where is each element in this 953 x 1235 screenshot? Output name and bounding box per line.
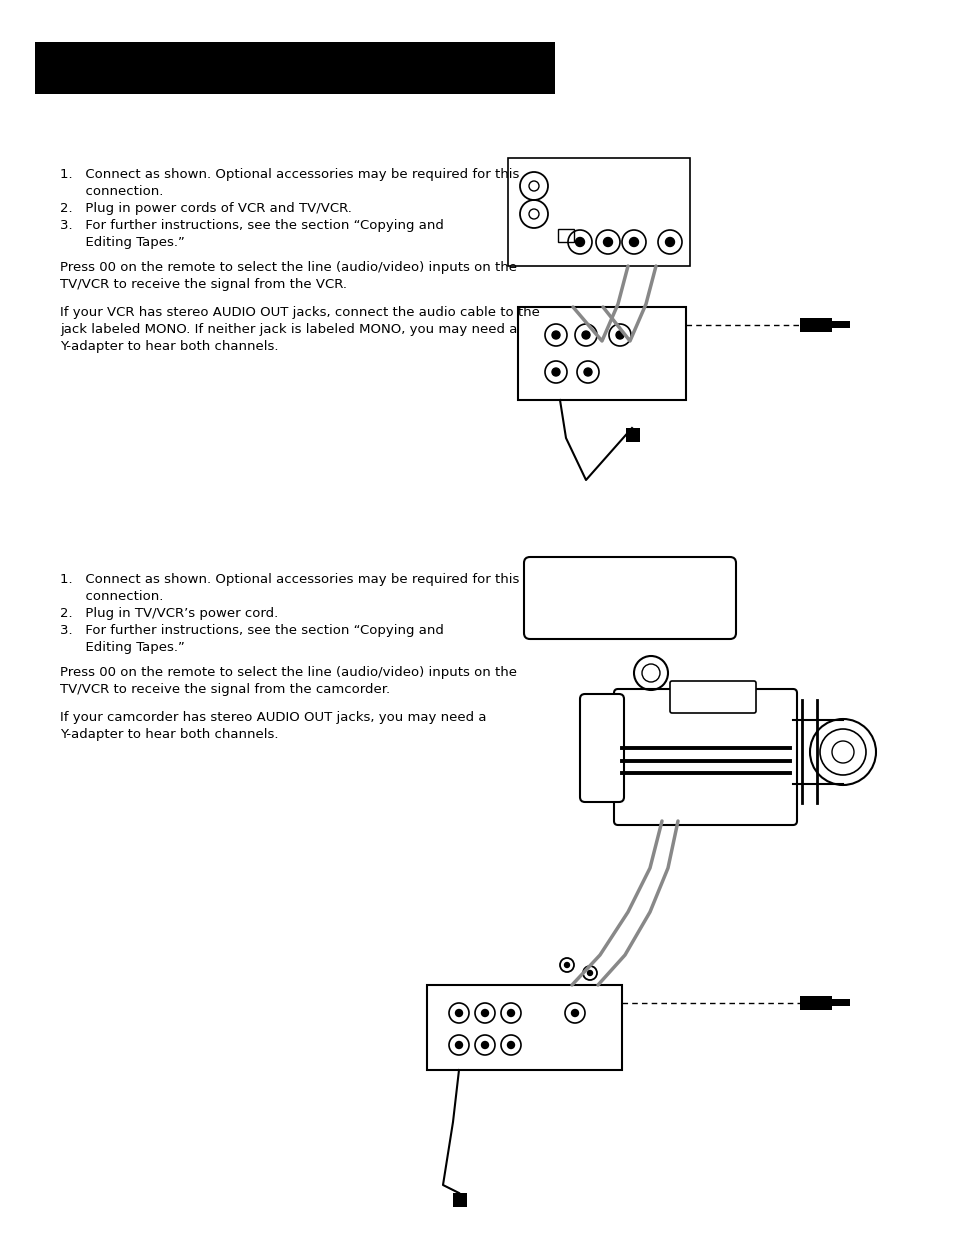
Circle shape [455,1041,462,1049]
Text: 2.   Plug in TV/VCR’s power cord.: 2. Plug in TV/VCR’s power cord. [60,606,278,620]
FancyBboxPatch shape [579,694,623,802]
Circle shape [564,962,569,967]
Bar [831,999,849,1007]
Text: connection.: connection. [60,590,163,603]
Text: Press 00 on the remote to select the line (audio/video) inputs on the: Press 00 on the remote to select the lin… [60,261,517,274]
Text: If your camcorder has stereo AUDIO OUT jacks, you may need a: If your camcorder has stereo AUDIO OUT j… [60,711,486,724]
Bar [800,995,831,1010]
FancyBboxPatch shape [614,689,796,825]
Circle shape [481,1009,488,1016]
Bar [800,317,831,332]
Circle shape [583,368,592,375]
Circle shape [481,1041,488,1049]
Text: Editing Tapes.”: Editing Tapes.” [60,236,185,249]
Bar [453,1193,467,1207]
Circle shape [581,331,589,338]
Circle shape [552,368,559,375]
FancyBboxPatch shape [523,557,735,638]
Text: connection.: connection. [60,185,163,198]
Text: Editing Tapes.”: Editing Tapes.” [60,641,185,655]
Text: 1.   Connect as shown. Optional accessories may be required for this: 1. Connect as shown. Optional accessorie… [60,573,518,585]
Circle shape [587,971,592,976]
Text: Y-adapter to hear both channels.: Y-adapter to hear both channels. [60,727,278,741]
Circle shape [616,331,623,338]
Text: Y-adapter to hear both channels.: Y-adapter to hear both channels. [60,340,278,353]
Bar [625,429,639,442]
Circle shape [455,1009,462,1016]
Circle shape [571,1009,578,1016]
Text: 3.   For further instructions, see the section “Copying and: 3. For further instructions, see the sec… [60,219,443,232]
Bar [427,986,621,1070]
Circle shape [629,237,638,247]
Circle shape [603,237,612,247]
Bar [517,308,685,400]
Bar [507,158,689,266]
Bar [35,42,555,94]
Text: Press 00 on the remote to select the line (audio/video) inputs on the: Press 00 on the remote to select the lin… [60,666,517,679]
Text: 3.   For further instructions, see the section “Copying and: 3. For further instructions, see the sec… [60,624,443,637]
Circle shape [507,1009,514,1016]
Bar [831,321,849,329]
Text: TV/VCR to receive the signal from the camcorder.: TV/VCR to receive the signal from the ca… [60,683,390,697]
Bar [558,228,574,242]
Text: jack labeled MONO. If neither jack is labeled MONO, you may need a: jack labeled MONO. If neither jack is la… [60,324,517,336]
Circle shape [575,237,584,247]
Text: 1.   Connect as shown. Optional accessories may be required for this: 1. Connect as shown. Optional accessorie… [60,168,518,182]
Circle shape [552,331,559,338]
Circle shape [665,237,674,247]
Text: If your VCR has stereo AUDIO OUT jacks, connect the audio cable to the: If your VCR has stereo AUDIO OUT jacks, … [60,306,539,319]
Text: TV/VCR to receive the signal from the VCR.: TV/VCR to receive the signal from the VC… [60,278,347,291]
FancyBboxPatch shape [669,680,755,713]
Circle shape [507,1041,514,1049]
Text: 2.   Plug in power cords of VCR and TV/VCR.: 2. Plug in power cords of VCR and TV/VCR… [60,203,352,215]
